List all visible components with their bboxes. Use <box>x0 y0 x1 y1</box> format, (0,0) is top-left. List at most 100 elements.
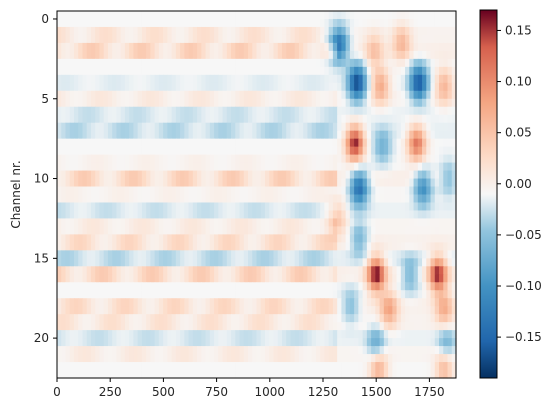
heatmap-cell <box>332 194 338 204</box>
heatmap-cell <box>243 170 249 180</box>
heatmap-cell <box>286 26 292 36</box>
heatmap-cell <box>260 202 266 212</box>
heatmap-cell <box>417 250 423 259</box>
heatmap-cell <box>273 26 279 36</box>
heatmap-cell <box>239 330 245 339</box>
heatmap-cell <box>315 346 321 355</box>
heatmap-cell <box>273 106 279 116</box>
heatmap-cell <box>388 362 393 371</box>
heatmap-cell <box>307 42 313 52</box>
heatmap-cell <box>383 226 389 235</box>
heatmap-cell <box>362 258 368 267</box>
heatmap-cell <box>417 178 423 188</box>
heatmap-cell <box>383 338 389 347</box>
heatmap-cell <box>65 370 71 379</box>
heatmap-cell <box>273 298 279 307</box>
heatmap-cell <box>163 306 168 315</box>
heatmap-cell <box>154 354 160 363</box>
heatmap-cell <box>116 66 122 76</box>
heatmap-cell <box>90 130 96 140</box>
heatmap-cell <box>222 370 228 379</box>
heatmap-cell <box>226 298 232 307</box>
heatmap-cell <box>260 42 266 52</box>
heatmap-cell <box>426 106 432 116</box>
heatmap-cell <box>180 74 185 84</box>
heatmap-cell <box>324 266 330 275</box>
heatmap-cell <box>107 178 113 188</box>
heatmap-cell <box>154 98 160 108</box>
heatmap-cell <box>277 106 283 116</box>
heatmap-cell <box>107 130 113 140</box>
heatmap-cell <box>82 114 88 124</box>
heatmap-cell <box>358 50 364 60</box>
heatmap-cell <box>163 122 168 132</box>
heatmap-cell <box>328 34 334 44</box>
heatmap-cell <box>218 58 224 68</box>
heatmap-cell <box>95 346 101 355</box>
heatmap-cell <box>366 66 372 76</box>
heatmap-cell <box>107 338 113 347</box>
heatmap-cell <box>248 322 253 331</box>
heatmap-cell <box>235 106 241 116</box>
heatmap-cell <box>124 210 130 220</box>
heatmap-cell <box>90 106 96 116</box>
heatmap-cell <box>184 266 190 275</box>
heatmap-cell <box>409 122 415 132</box>
heatmap-cell <box>197 130 202 140</box>
heatmap-cell <box>158 242 164 251</box>
heatmap-cell <box>167 226 173 235</box>
heatmap-cell <box>248 98 253 108</box>
heatmap-cell <box>430 362 436 371</box>
heatmap-cell <box>371 306 376 315</box>
heatmap-cell <box>205 154 211 164</box>
heatmap-cell <box>388 154 393 164</box>
heatmap-cell <box>184 226 190 235</box>
heatmap-cell <box>65 42 71 52</box>
heatmap-cell <box>235 18 241 28</box>
heatmap-cell <box>197 90 202 100</box>
heatmap-cell <box>137 266 143 275</box>
heatmap-cell <box>120 26 126 36</box>
heatmap-cell <box>307 138 313 148</box>
heatmap-cell <box>197 210 202 220</box>
heatmap-cell <box>103 330 109 339</box>
heatmap-cell <box>362 354 368 363</box>
heatmap-cell <box>107 122 113 132</box>
heatmap-cell <box>243 266 249 275</box>
heatmap-cell <box>422 314 427 323</box>
heatmap-cell <box>90 250 96 259</box>
heatmap-cell <box>379 306 385 315</box>
heatmap-cell <box>269 18 275 28</box>
heatmap-cell <box>231 210 236 220</box>
colorbar-tick-label: 0.15 <box>505 23 532 37</box>
heatmap-cell <box>235 218 241 228</box>
heatmap-cell <box>120 106 126 116</box>
heatmap-cell <box>239 26 245 36</box>
heatmap-cell <box>362 282 368 291</box>
heatmap-cell <box>443 234 449 243</box>
heatmap-cell <box>430 162 436 172</box>
heatmap-cell <box>120 162 126 172</box>
heatmap-cell <box>426 274 432 283</box>
heatmap-cell <box>320 18 326 28</box>
heatmap-cell <box>379 18 385 28</box>
heatmap-cell <box>400 298 406 307</box>
heatmap-cell <box>95 154 101 164</box>
heatmap-cell <box>129 170 134 180</box>
heatmap-cell <box>337 354 342 363</box>
heatmap-cell <box>417 146 423 156</box>
heatmap-cell <box>90 122 96 132</box>
heatmap-cell <box>61 290 67 299</box>
heatmap-cell <box>409 202 415 212</box>
heatmap-cell <box>163 274 168 283</box>
heatmap-cell <box>107 58 113 68</box>
heatmap-cell <box>447 370 453 379</box>
heatmap-cell <box>167 154 173 164</box>
heatmap-cell <box>358 258 364 267</box>
heatmap-cell <box>57 18 62 28</box>
heatmap-cell <box>158 98 164 108</box>
heatmap-cell <box>150 186 156 196</box>
heatmap-cell <box>61 18 67 28</box>
heatmap-cell <box>264 82 270 92</box>
heatmap-cell <box>171 114 177 124</box>
